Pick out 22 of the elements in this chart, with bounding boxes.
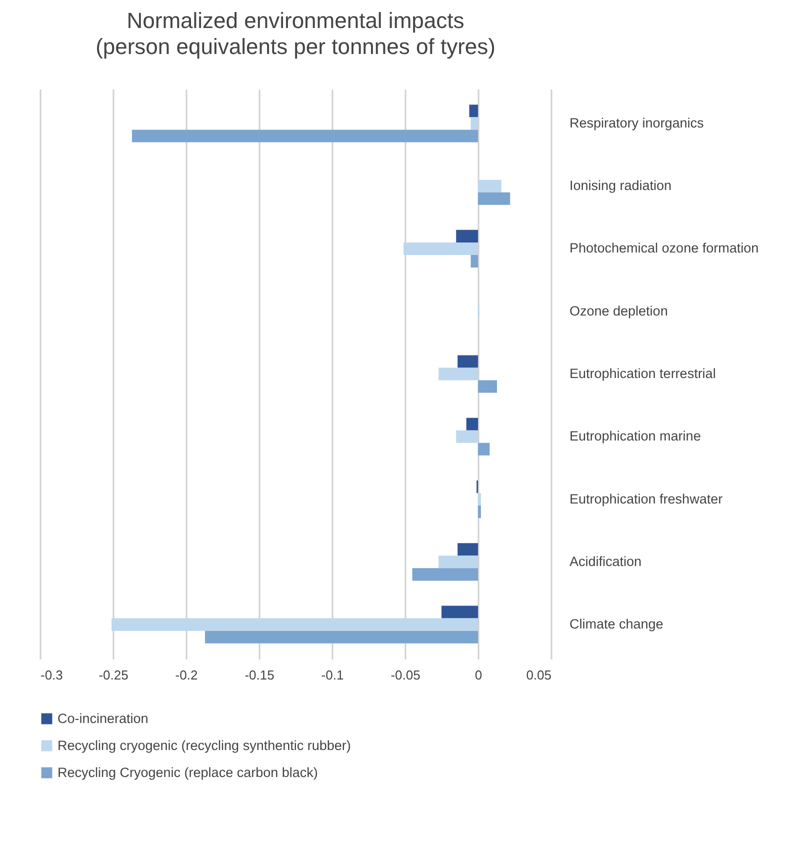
x-tick-label: -0.15 — [244, 668, 274, 682]
x-tick-label: -0.05 — [390, 668, 420, 682]
y-tick-label: Eutrophication freshwater — [570, 491, 724, 506]
legend-label: Recycling Cryogenic (replace carbon black) — [58, 764, 318, 780]
legend-label: Co-incineration — [58, 710, 148, 726]
x-tick-label: -0.2 — [175, 668, 198, 682]
x-tick-label: 0.05 — [526, 668, 552, 682]
y-tick-label: Ozone depletion — [570, 303, 668, 318]
chart-subtitle: (person equivalents per tonnnes of tyres) — [96, 34, 496, 59]
y-tick-label: Climate change — [570, 616, 664, 632]
chart-title: Normalized environmental impacts — [126, 8, 464, 33]
x-tick-label: 0 — [474, 668, 482, 682]
x-tick-label: -0.3 — [40, 668, 63, 682]
x-tick-label: -0.25 — [98, 668, 128, 682]
legend-label: Recycling cryogenic (recycling synthentic rubber) — [58, 738, 351, 753]
y-tick-label: Eutrophication terrestrial — [570, 366, 716, 381]
y-tick-label: Respiratory inorganics — [570, 115, 704, 130]
y-tick-label: Photochemical ozone formation — [570, 240, 759, 256]
x-tick-label: -0.1 — [321, 668, 344, 682]
y-tick-label: Acidification — [570, 554, 642, 569]
y-tick-label: Eutrophication marine — [570, 428, 701, 444]
y-tick-label: Ionising radiation — [570, 178, 672, 194]
